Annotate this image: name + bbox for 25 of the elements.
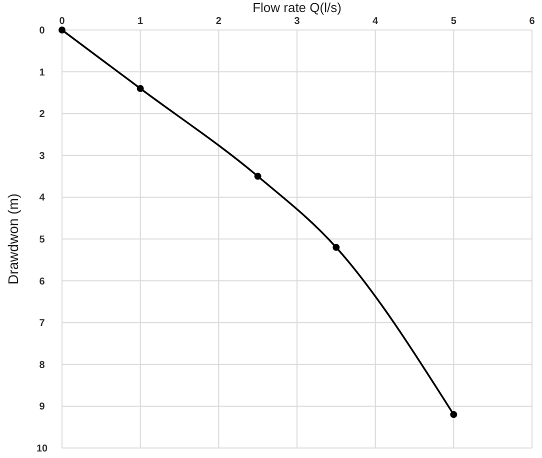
point — [136, 85, 144, 92]
point — [332, 244, 340, 251]
y-tick-label: 1 — [39, 67, 46, 78]
y-axis-title: Drawdwon (m) — [5, 193, 21, 285]
y-tick-label: 3 — [39, 150, 46, 162]
x-tick-label: 6 — [529, 16, 536, 27]
x-tick-label: 1 — [138, 16, 144, 27]
y-tick-label: 7 — [39, 318, 46, 330]
point — [254, 172, 262, 180]
point — [58, 26, 66, 34]
x-tick-label: 3 — [294, 16, 300, 27]
y-tick-label: 10 — [36, 444, 48, 454]
point — [450, 411, 458, 418]
x-tick-label: 0 — [59, 16, 66, 27]
y-tick-label: 2 — [39, 109, 46, 120]
y-tick-label: 4 — [39, 192, 46, 204]
x-tick-label: 2 — [216, 16, 222, 27]
y-tick-label: 6 — [39, 276, 46, 288]
x-tick-label: 4 — [372, 16, 379, 27]
y-tick-label: 5 — [39, 234, 46, 246]
y-tick-label: 9 — [39, 402, 46, 413]
y-tick-label: 8 — [39, 360, 46, 371]
x-tick-label: 5 — [450, 16, 457, 27]
x-axis-title: Flow rate Q(l/s) — [252, 0, 342, 15]
y-tick-label: 0 — [39, 26, 46, 36]
